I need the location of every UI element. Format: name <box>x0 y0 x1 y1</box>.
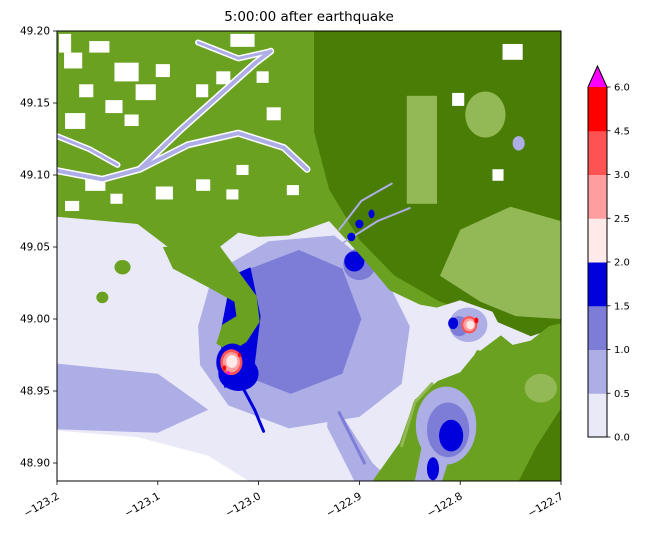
colorbar-tick-label: 2.5 <box>614 214 630 225</box>
colorbar-tick-label: 1.5 <box>614 301 630 312</box>
shallow-streak-south <box>327 395 392 481</box>
colorbar-tick-label: 3.0 <box>614 170 630 181</box>
urban-patch <box>230 33 255 47</box>
fraser-west <box>57 134 119 167</box>
urban-patch <box>105 100 123 114</box>
creek-mouth-deep-a <box>355 219 364 229</box>
x-tick-label: −123.2 <box>22 490 62 520</box>
y-tick-label: 49.00 <box>20 314 50 326</box>
chart-title: 5:00:00 after earthquake <box>224 9 394 25</box>
birch-bay-deep <box>439 419 464 452</box>
urban-patch <box>216 71 231 85</box>
urban-patch <box>79 84 94 98</box>
colorbar-tick-label: 6.0 <box>614 83 630 94</box>
creek-mouth-deep-b <box>347 232 356 242</box>
ne-pond <box>512 136 525 151</box>
colorbar-tick-label: 0.5 <box>614 389 630 400</box>
y-tick-label: 49.05 <box>20 242 50 254</box>
urban-patch <box>64 52 83 69</box>
colorbar-segment <box>588 262 607 307</box>
urban-patch <box>124 114 139 127</box>
urban-patch <box>65 113 86 129</box>
islet-b <box>96 291 109 304</box>
se-dark-patch <box>518 408 561 481</box>
colorbar-segment <box>588 174 607 219</box>
urban-patch <box>155 64 170 78</box>
urban-patch <box>89 41 110 53</box>
colorbar-segment <box>588 218 607 263</box>
mudbay-deep <box>344 251 365 272</box>
colorbar-tick-label: 4.5 <box>614 126 630 137</box>
urban-patch <box>236 164 249 175</box>
urban-patch <box>114 62 139 82</box>
urban-patch <box>65 200 80 211</box>
se-coast-light <box>400 382 434 448</box>
urban-patch <box>226 189 239 200</box>
bay-mid-tail <box>337 411 366 465</box>
shallow-band-west <box>57 363 209 433</box>
slope-light-strip <box>406 95 438 204</box>
y-tick-label: 49.10 <box>20 170 50 182</box>
fraser-arm <box>137 49 273 172</box>
slope-light-east <box>440 206 561 319</box>
colorbar-segment <box>588 87 607 132</box>
x-tick-label: −123.1 <box>123 490 163 520</box>
colorbar-segment <box>588 349 607 394</box>
bay-mid-depth <box>226 249 362 394</box>
spot1-magenta-dot <box>227 371 230 375</box>
urban-patch <box>286 185 299 196</box>
islet-a <box>114 259 131 275</box>
colorbar-segment <box>588 393 607 438</box>
blaine-surge-spot <box>474 317 479 324</box>
creek-east-b <box>338 182 393 231</box>
x-tick-label: −123.0 <box>223 490 263 520</box>
x-tick-label: −122.7 <box>526 490 566 520</box>
spot1-red-dot-b <box>237 352 241 358</box>
y-tick-label: 48.90 <box>20 458 50 470</box>
colorbar-over-arrow <box>588 66 607 87</box>
y-tick-label: 49.15 <box>20 98 50 110</box>
urban-patch <box>59 33 72 53</box>
se-light-patch <box>524 373 557 403</box>
plot-border <box>56 30 562 482</box>
ne-clearing-c <box>492 169 504 181</box>
y-tick-label: 49.20 <box>20 26 50 38</box>
urban-patch <box>110 193 123 204</box>
birch-bay-tail <box>426 457 440 481</box>
y-tick-label: 48.95 <box>20 386 50 398</box>
spot1-red-dot-a <box>222 365 227 371</box>
fraser-top <box>196 41 273 60</box>
blaine-surge-core <box>466 320 475 330</box>
x-tick-label: −122.8 <box>425 490 465 520</box>
urban-patch <box>256 71 269 83</box>
urban-patch <box>135 84 156 101</box>
land-mid-peninsula <box>162 244 260 353</box>
colorbar-tick-label: 0.0 <box>614 433 630 444</box>
slope-light-ne <box>465 91 506 138</box>
ne-clearing-b <box>452 92 465 106</box>
x-tick-label: −122.9 <box>324 490 364 520</box>
dry-strait-sw <box>57 430 249 481</box>
bay-deep-tail <box>236 378 266 433</box>
ne-clearing-a <box>502 43 523 60</box>
map-layers <box>57 31 561 481</box>
spot1-pale-core <box>226 355 238 368</box>
fraser-river <box>57 131 309 182</box>
urban-patch <box>196 179 211 191</box>
urban-patch <box>155 186 173 200</box>
colorbar-segment <box>588 130 607 175</box>
urban-patch <box>266 107 281 121</box>
colorbar-tick-label: 2.0 <box>614 258 630 269</box>
creek-mouth-deep-c <box>368 209 375 219</box>
drayton-deep <box>448 317 459 330</box>
urban-patch <box>196 84 209 98</box>
colorbar-segment <box>588 305 607 350</box>
colorbar-tick-label: 1.0 <box>614 345 630 356</box>
